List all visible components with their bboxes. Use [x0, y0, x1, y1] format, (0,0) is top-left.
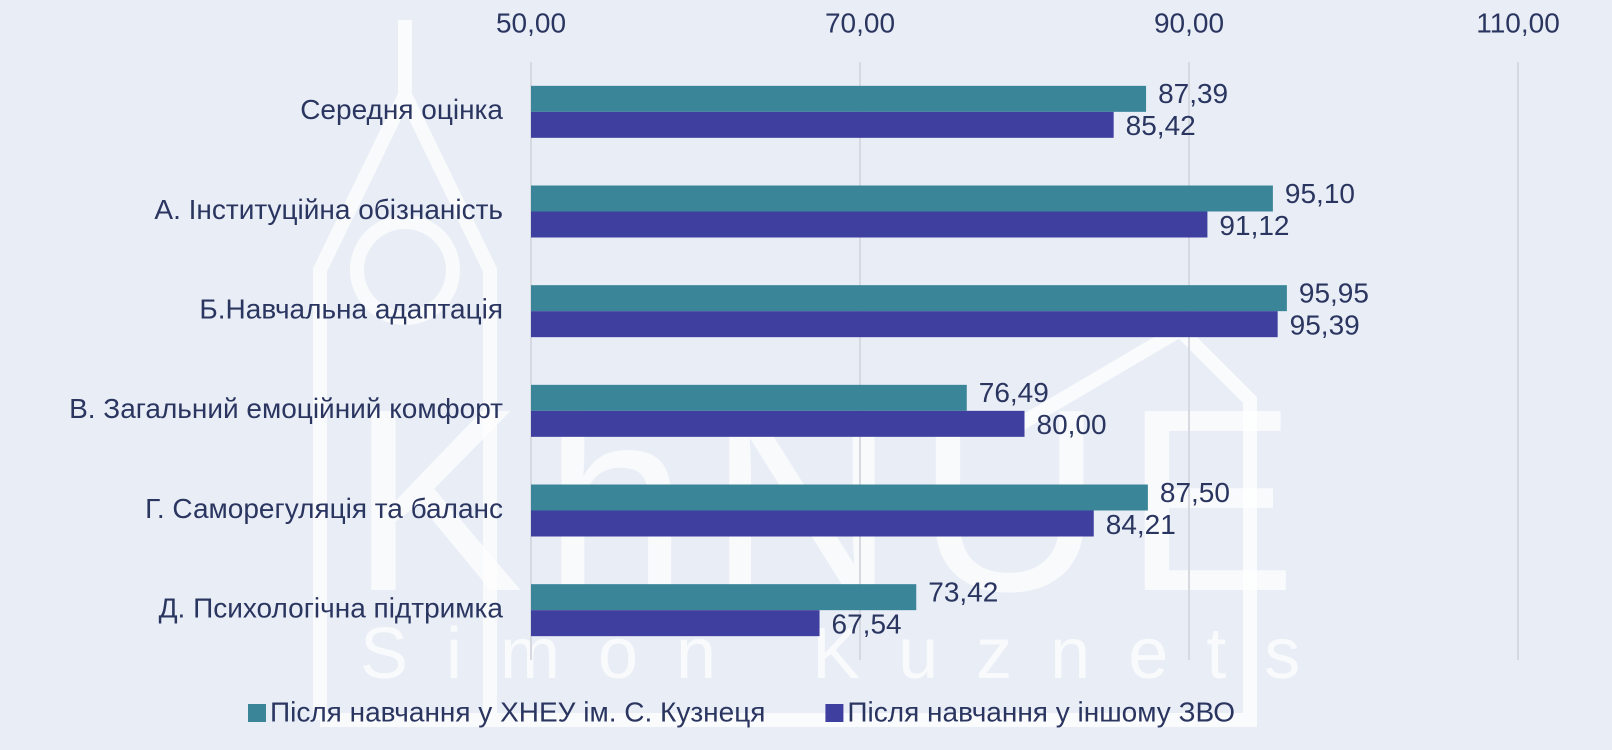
y-tick-label: В. Загальний емоційний комфорт [69, 393, 503, 424]
bar [531, 112, 1114, 138]
bar [531, 584, 916, 610]
bar [531, 186, 1273, 212]
page: {"chart_data": { "type": "barh", "waterm… [0, 0, 1612, 750]
legend-swatch [825, 704, 843, 722]
legend-label: Після навчання у ХНЕУ ім. С. Кузнеця [270, 696, 765, 727]
value-label: 95,39 [1290, 310, 1360, 341]
y-tick-label: А. Інституційна обізнаність [154, 194, 503, 225]
value-label: 84,21 [1106, 509, 1176, 540]
chart: KhNUE Simon Kuznets 50,0070,0090,00110,0… [0, 0, 1612, 750]
bar [531, 385, 967, 411]
value-label: 87,50 [1160, 477, 1230, 508]
bar [531, 511, 1094, 537]
value-label: 80,00 [1037, 409, 1107, 440]
legend-label: Після навчання у іншому ЗВО [847, 696, 1235, 727]
bar [531, 485, 1148, 511]
value-label: 85,42 [1126, 110, 1196, 141]
y-tick-label: Б.Навчальна адаптація [199, 294, 503, 325]
value-label: 87,39 [1158, 78, 1228, 109]
x-tick-label: 70,00 [825, 7, 895, 38]
value-label: 91,12 [1219, 210, 1289, 241]
y-tick-label: Г. Саморегуляція та баланс [145, 493, 503, 524]
x-tick-label: 110,00 [1476, 7, 1560, 38]
x-tick-label: 90,00 [1154, 7, 1224, 38]
bar [531, 411, 1025, 437]
bar [531, 86, 1146, 112]
value-label: 95,10 [1285, 178, 1355, 209]
value-label: 95,95 [1299, 278, 1369, 309]
x-tick-label: 50,00 [496, 7, 566, 38]
bar [531, 285, 1287, 311]
value-label: 73,42 [928, 577, 998, 608]
bar [531, 610, 820, 636]
y-tick-label: Середня оцінка [300, 94, 503, 125]
legend-swatch [248, 704, 266, 722]
y-tick-label: Д. Психологічна підтримка [159, 593, 504, 624]
bar [531, 212, 1207, 238]
bar [531, 311, 1278, 337]
value-label: 76,49 [979, 377, 1049, 408]
value-label: 67,54 [832, 609, 902, 640]
